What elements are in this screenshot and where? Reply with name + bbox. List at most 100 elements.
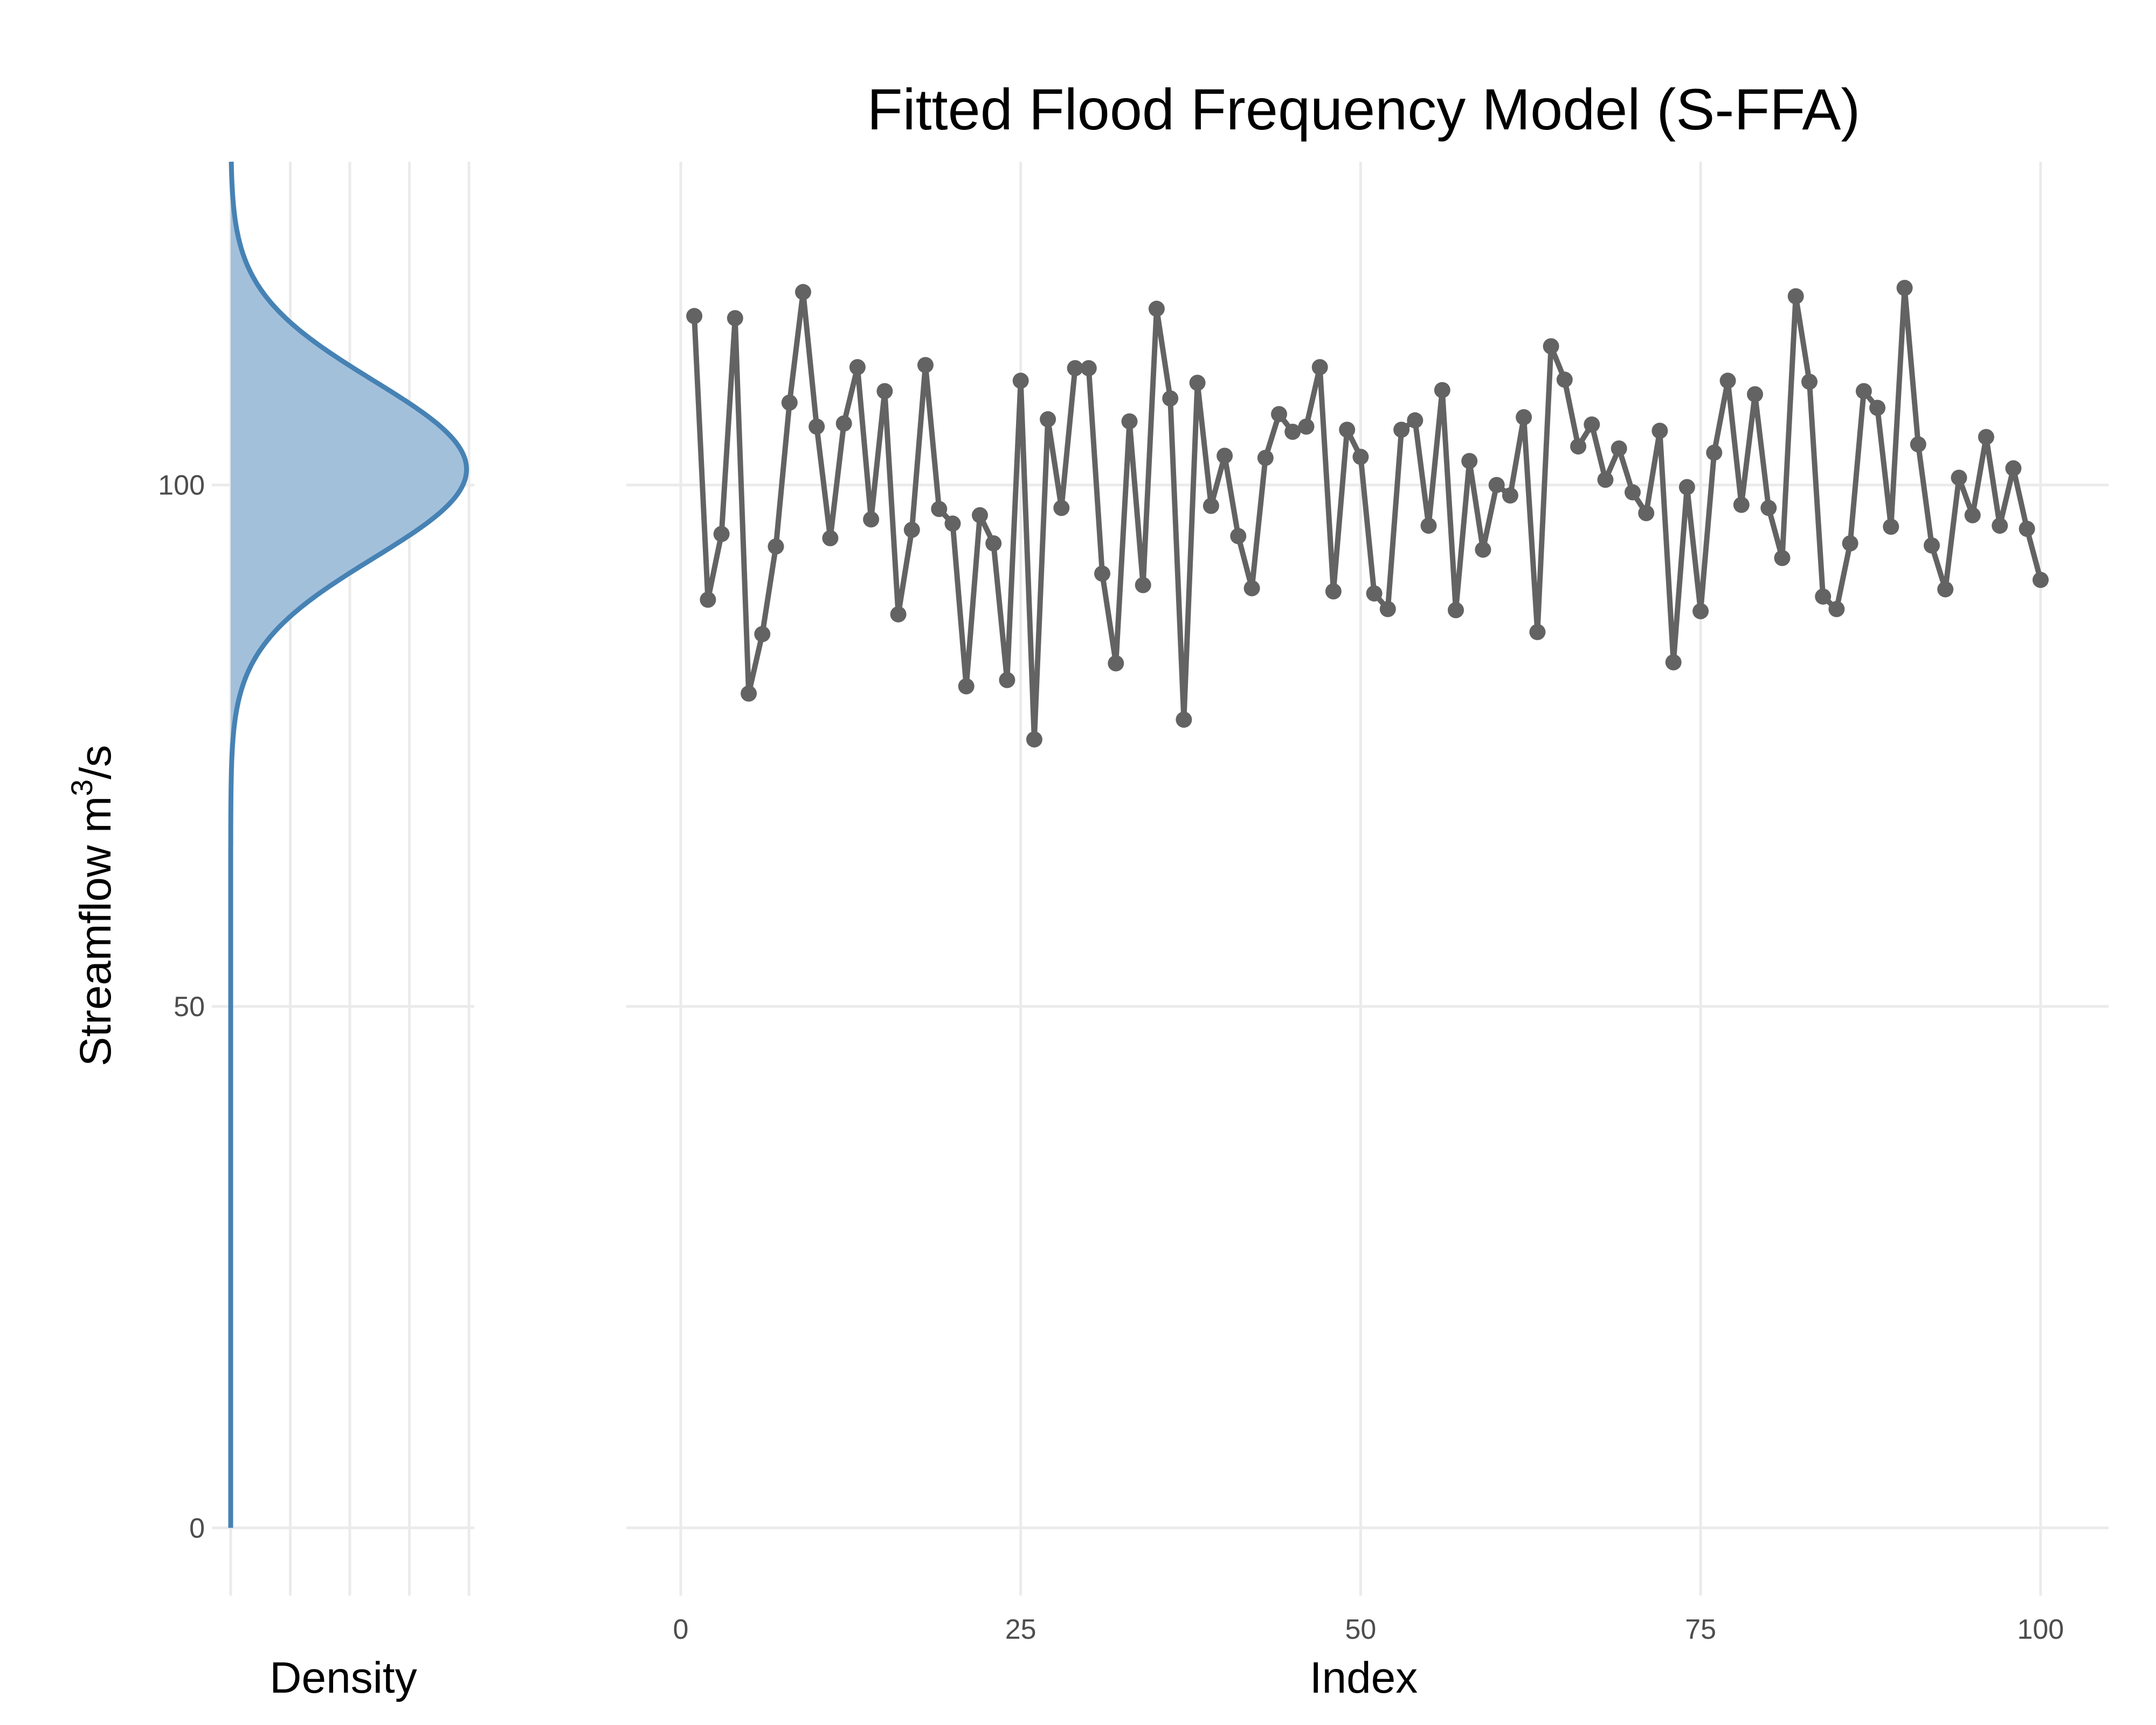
y-axis-title-main: Streamflow m	[71, 796, 120, 1066]
density-panel: 0 50 100 Density Streamflow m3/s	[65, 161, 474, 1702]
series-point	[1828, 601, 1845, 617]
series-point	[1352, 448, 1369, 465]
density-curve	[228, 161, 469, 1528]
series-point	[1067, 360, 1083, 376]
series-point	[835, 415, 852, 432]
series-point	[1488, 477, 1505, 493]
series-point	[890, 606, 907, 623]
series-point	[1379, 601, 1396, 617]
series-point	[1719, 372, 1736, 389]
series-point	[1203, 498, 1219, 514]
x-tick-label: 0	[673, 1614, 688, 1645]
series-point	[1597, 472, 1614, 488]
series-point	[1924, 537, 1940, 554]
series-point	[972, 507, 988, 523]
series-point	[1298, 418, 1315, 435]
series-point	[917, 357, 934, 374]
series-point	[1692, 603, 1709, 619]
series-point	[1012, 372, 1029, 389]
series-point	[1475, 541, 1491, 558]
series-point	[1951, 470, 1967, 486]
series-point	[1801, 374, 1818, 390]
series-point	[1393, 422, 1410, 438]
series-point	[1570, 438, 1587, 455]
series-point	[1883, 519, 1899, 535]
series-x-tick-labels: 0 25 50 75 100	[673, 1614, 2064, 1645]
density-x-axis-title: Density	[270, 1653, 417, 1702]
y-tick-label: 0	[189, 1513, 205, 1544]
series-point	[1651, 423, 1668, 439]
series-point	[2019, 521, 2035, 537]
series-point	[1257, 450, 1274, 466]
series-point	[686, 308, 703, 325]
series-point	[1910, 436, 1926, 453]
series-point	[1230, 528, 1247, 544]
series-point	[795, 284, 811, 300]
series-point	[1584, 416, 1600, 433]
series-point	[1176, 712, 1192, 728]
series-point	[1162, 390, 1179, 407]
series-point	[876, 383, 893, 399]
series-point	[944, 515, 961, 532]
series-point	[1733, 496, 1750, 513]
series-point	[1896, 280, 1913, 296]
series-point	[713, 526, 730, 542]
series-point	[2005, 460, 2022, 477]
series-point	[1243, 580, 1260, 597]
series-point	[863, 511, 880, 528]
series-point	[1040, 411, 1056, 427]
series-point	[985, 535, 1002, 551]
series-point	[2032, 571, 2049, 588]
series-point	[1625, 484, 1641, 501]
x-tick-label: 100	[2017, 1614, 2064, 1645]
chart-title: Fitted Flood Frequency Model (S-FFA)	[867, 77, 1861, 142]
y-axis-title-tail: /s	[71, 745, 120, 779]
series-point	[700, 591, 716, 608]
series-point	[1774, 550, 1791, 567]
series-point	[1189, 375, 1206, 391]
series-point	[1992, 518, 2008, 534]
series-point	[1543, 338, 1559, 355]
series-point	[822, 530, 839, 547]
series-point	[1135, 577, 1151, 594]
series-point	[741, 685, 757, 702]
series-point	[1217, 447, 1233, 464]
series-point	[1869, 399, 1886, 416]
series-point	[1271, 406, 1287, 423]
series-point	[1434, 382, 1450, 398]
series-point	[1080, 360, 1097, 376]
series-point	[931, 501, 948, 518]
series-point	[781, 394, 798, 411]
series-point	[1611, 440, 1627, 457]
series-point	[768, 538, 784, 555]
series-point	[1760, 500, 1777, 516]
series-point	[1461, 453, 1478, 470]
series-point	[1026, 731, 1042, 748]
series-point	[1638, 505, 1655, 521]
series-point	[1502, 487, 1518, 504]
y-axis-title: Streamflow m3/s	[65, 745, 120, 1066]
y-axis-title-superscript: 3	[65, 779, 99, 796]
series-points	[686, 280, 2049, 748]
x-tick-label: 50	[1345, 1614, 1376, 1645]
series-gridlines	[626, 162, 2109, 1596]
series-point	[903, 521, 920, 538]
series-point	[1148, 300, 1165, 317]
series-point	[1121, 413, 1138, 430]
series-point	[1706, 444, 1723, 461]
series-point	[1855, 383, 1872, 399]
series-point	[1094, 565, 1110, 582]
series-x-axis-title: Index	[1310, 1653, 1418, 1702]
x-tick-label: 25	[1005, 1614, 1036, 1645]
series-point	[1556, 371, 1573, 388]
series-point	[1311, 359, 1328, 376]
density-y-tick-labels: 0 50 100	[158, 470, 205, 1544]
y-tick-label: 50	[174, 991, 205, 1023]
series-point	[1842, 535, 1858, 551]
series-point	[1978, 429, 1994, 445]
series-point	[1448, 602, 1464, 618]
series-point	[808, 418, 825, 435]
series-point	[1284, 424, 1301, 440]
series-point	[999, 672, 1015, 688]
series-point	[1678, 479, 1695, 495]
